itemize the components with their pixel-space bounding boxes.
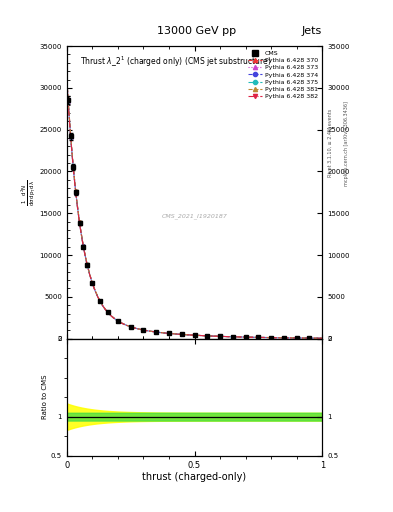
Text: Jets: Jets bbox=[302, 26, 322, 36]
X-axis label: thrust (charged-only): thrust (charged-only) bbox=[143, 472, 246, 482]
Text: 13000 GeV pp: 13000 GeV pp bbox=[157, 26, 236, 36]
Text: Thrust $\lambda\_2^1$ (charged only) (CMS jet substructure): Thrust $\lambda\_2^1$ (charged only) (CM… bbox=[80, 55, 271, 69]
Legend: CMS, Pythia 6.428 370, Pythia 6.428 373, Pythia 6.428 374, Pythia 6.428 375, Pyt: CMS, Pythia 6.428 370, Pythia 6.428 373,… bbox=[247, 49, 319, 100]
Text: Rivet 3.1.10, ≥ 2.4M events: Rivet 3.1.10, ≥ 2.4M events bbox=[328, 109, 333, 178]
Y-axis label: Ratio to CMS: Ratio to CMS bbox=[42, 375, 48, 419]
Y-axis label: $\mathregular{\frac{1}{d\sigma}\frac{d^2N}{dp_T\,d\lambda}}$: $\mathregular{\frac{1}{d\sigma}\frac{d^2… bbox=[19, 179, 37, 206]
Text: CMS_2021_I1920187: CMS_2021_I1920187 bbox=[162, 213, 228, 219]
Text: mcplots.cern.ch [arXiv:1306.3436]: mcplots.cern.ch [arXiv:1306.3436] bbox=[344, 101, 349, 186]
